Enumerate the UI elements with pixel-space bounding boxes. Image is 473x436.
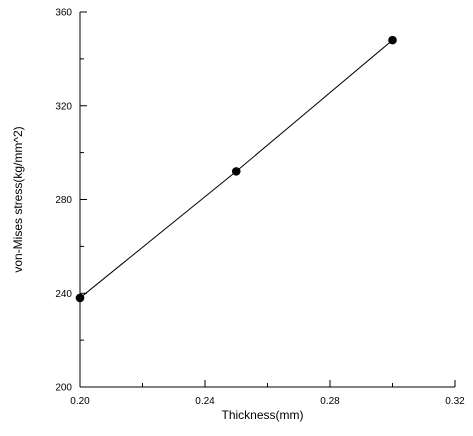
data-point [75,293,85,303]
y-axis-label: von-Mises stress(kg/mm^2) [11,126,25,272]
y-tick-label: 280 [55,195,72,206]
x-tick-label: 0.20 [70,396,90,407]
ticks [79,11,456,388]
data-point [388,35,397,45]
tick-labels: 0.20 0.24 0.28 0.32 200 240 280 320 360 [55,8,465,408]
x-tick-label: 0.24 [195,396,215,407]
y-tick-label: 320 [55,101,72,112]
x-axis-label: Thickness(mm) [221,408,303,422]
y-tick-label: 360 [55,8,72,19]
data-point [231,167,241,176]
x-tick-label: 0.28 [320,396,340,407]
y-tick-label: 200 [55,383,72,394]
axes [79,12,455,388]
y-tick-label: 240 [55,289,72,300]
series-layer [75,35,397,303]
x-tick-label: 0.32 [445,396,465,407]
